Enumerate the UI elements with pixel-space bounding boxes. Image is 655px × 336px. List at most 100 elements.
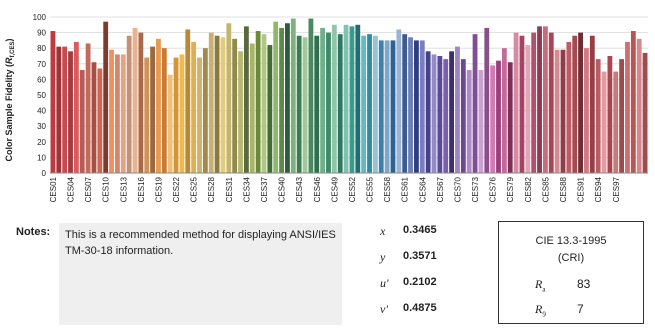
bar-CES89: [566, 41, 572, 174]
bar-CES23: [179, 54, 185, 173]
bar-CES77: [496, 60, 501, 173]
gridlines: [50, 16, 648, 174]
coord-value: 0.3571: [403, 250, 437, 262]
x-tick-label: CES88: [559, 176, 568, 202]
bar-CES67: [437, 56, 443, 173]
coord-row-u: u' 0.2102: [368, 276, 478, 296]
x-tick-label: CES34: [242, 176, 251, 202]
coord-key: u': [380, 276, 389, 290]
x-tick-label: CES04: [67, 176, 76, 202]
bar-CES33: [238, 51, 243, 173]
r9-symbol: R9: [535, 302, 546, 319]
bar-CES95: [601, 71, 607, 173]
coord-key: v': [380, 302, 388, 316]
bar-CES64: [419, 40, 425, 174]
bar-CES96: [607, 56, 613, 173]
coord-key: y: [380, 250, 386, 264]
bar-CES05: [73, 41, 79, 174]
bar-CES17: [144, 57, 150, 174]
bar-CES01: [50, 31, 56, 173]
bar-CES48: [326, 32, 331, 173]
bar-CES29: [214, 35, 220, 173]
x-tick-label: CES28: [207, 176, 216, 202]
x-tick-label: CES40: [278, 176, 287, 202]
bar-CES71: [460, 59, 466, 174]
notes-text: This is a recommended method for display…: [65, 229, 336, 257]
x-tick-label: CES76: [489, 176, 498, 202]
y-tick-label: 40: [37, 107, 46, 116]
r9-value: 7: [577, 302, 584, 316]
bar-CES07: [85, 43, 91, 173]
x-tick-label: CES55: [366, 176, 375, 202]
bar-CES85: [543, 26, 548, 173]
x-tick-label: CES97: [612, 176, 621, 202]
x-tick-label: CES16: [137, 176, 146, 202]
bar-CES16: [138, 32, 144, 173]
x-tick-label: CES61: [401, 176, 410, 202]
bar-CES86: [548, 32, 554, 173]
bar-CES65: [425, 51, 431, 173]
x-tick-label: CES70: [454, 176, 463, 202]
bar-CES18: [150, 46, 155, 173]
x-tick-label: CES67: [436, 176, 445, 202]
bar-CES42: [290, 18, 296, 174]
bar-101: [642, 52, 648, 173]
bar-CES53: [355, 24, 361, 173]
bar-CES46: [314, 35, 320, 173]
y-tick-label: 100: [33, 13, 47, 22]
coord-value: 0.3465: [403, 224, 437, 236]
x-tick-label: CES01: [49, 176, 58, 202]
y-tick-label: 60: [37, 75, 46, 84]
bar-CES99: [625, 41, 630, 174]
bar-CES94: [595, 59, 601, 174]
bar-CES09: [97, 68, 103, 173]
bar-CES62: [408, 37, 413, 173]
bar-CES57: [378, 40, 384, 174]
cri-box: CIE 13.3-1995 (CRI) Ra 83 R9 7: [498, 221, 644, 324]
bar-CES55: [367, 34, 372, 173]
bar-CES34: [244, 26, 249, 173]
bar-CES37: [261, 34, 267, 173]
bar-CES28: [208, 32, 214, 173]
bar-CES47: [320, 27, 326, 174]
bar-CES11: [109, 49, 114, 174]
bar-CES70: [455, 46, 460, 173]
coord-key: x: [380, 224, 386, 238]
bar-CES63: [414, 40, 419, 174]
bar-CES61: [402, 34, 408, 173]
bar-CES32: [232, 38, 238, 174]
bar-CES74: [478, 70, 484, 173]
bar-CES49: [331, 24, 337, 173]
bar-CES87: [554, 49, 560, 174]
x-tick-label: CES31: [225, 176, 234, 202]
bars: [50, 18, 648, 174]
x-tick-label: CES85: [541, 176, 550, 202]
bar-CES75: [484, 27, 490, 174]
bar-CES97: [613, 71, 619, 173]
bar-CES58: [384, 40, 390, 174]
x-tick-label: CES19: [155, 176, 164, 202]
bar-CES60: [396, 29, 402, 174]
bar-CES45: [308, 18, 314, 174]
cri-title: CIE 13.3-1995: [535, 235, 607, 247]
bar-CES91: [578, 32, 583, 173]
bar-CES35: [249, 43, 255, 173]
bar-CES40: [279, 27, 284, 174]
bar-CES80: [513, 32, 519, 173]
x-tick-label: CES43: [295, 176, 304, 202]
bar-CES13: [120, 54, 126, 173]
bar-CES43: [296, 35, 302, 173]
y-tick-label: 80: [37, 44, 46, 53]
x-tick-label: CES82: [524, 176, 533, 202]
bar-CES76: [490, 65, 496, 173]
notes-box: This is a recommended method for display…: [59, 223, 342, 325]
x-tick-label: CES22: [172, 176, 181, 202]
y-axis-ticks: 0 10 20 30 40 50 60 70 80 90 100: [33, 13, 47, 178]
bar-CES31: [226, 23, 232, 173]
bar-CES69: [449, 51, 454, 173]
y-tick-label: 20: [37, 138, 46, 147]
coord-row-v: v' 0.4875: [368, 302, 478, 322]
coord-row-x: x 0.3465: [368, 224, 478, 244]
coord-row-y: y 0.3571: [368, 250, 478, 270]
